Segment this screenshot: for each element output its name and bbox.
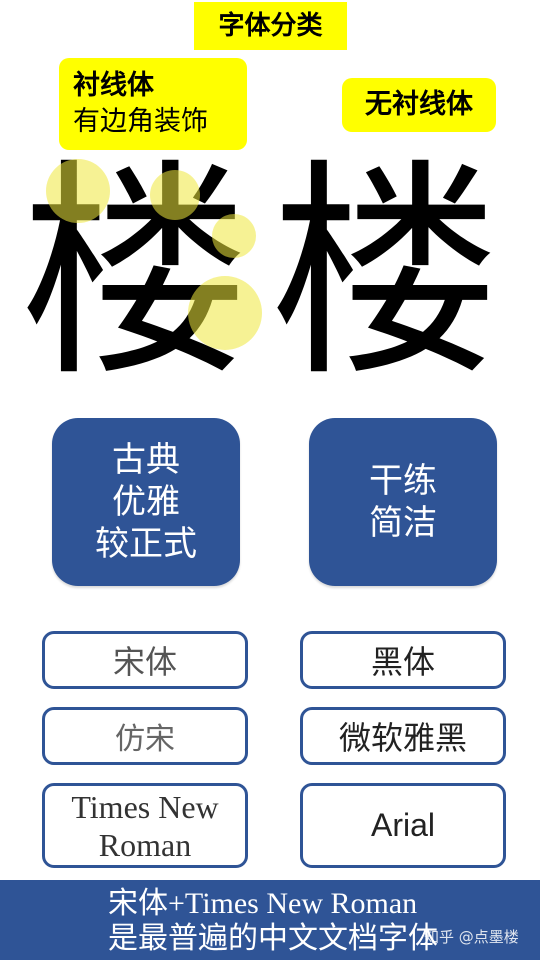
watermark: 知乎 @点墨楼 xyxy=(424,928,519,946)
serif-decoration-marker xyxy=(46,159,110,223)
sans-label-tag: 无衬线体 xyxy=(342,78,496,132)
font-name: 微软雅黑 xyxy=(338,719,467,757)
sans-traits-card: 干练 简洁 xyxy=(309,418,497,586)
font-name: 宋体 xyxy=(112,643,177,681)
serif-trait: 较正式 xyxy=(95,524,197,564)
font-name-line2: Roman xyxy=(98,826,192,863)
serif-label-title: 衬线体 xyxy=(73,70,154,101)
font-name: Arial xyxy=(370,807,435,843)
font-box-times-new-roman: Times New Roman xyxy=(42,783,248,868)
summary-line1: 宋体+Times New Roman xyxy=(108,887,418,920)
font-box-heiti: 黑体 xyxy=(300,631,506,689)
serif-decoration-marker xyxy=(212,214,256,258)
font-box-yahei: 微软雅黑 xyxy=(300,707,506,765)
font-box-fangsong: 仿宋 xyxy=(42,707,248,765)
font-name: 黑体 xyxy=(370,643,435,681)
font-box-arial: Arial xyxy=(300,783,506,868)
serif-trait: 优雅 xyxy=(112,482,180,522)
sans-trait: 简洁 xyxy=(369,503,437,543)
font-box-songti: 宋体 xyxy=(42,631,248,689)
summary-banner: 宋体+Times New Roman 是最普遍的中文文档字体 xyxy=(0,880,540,960)
serif-label-tag: 衬线体 有边角装饰 xyxy=(59,58,247,150)
font-name: 仿宋 xyxy=(115,722,175,757)
font-name-line1: Times New xyxy=(71,788,219,825)
summary-line2: 是最普遍的中文文档字体 xyxy=(108,922,438,955)
serif-label-desc: 有边角装饰 xyxy=(73,106,208,137)
page-title-tag: 字体分类 xyxy=(194,2,347,50)
serif-trait: 古典 xyxy=(112,440,180,480)
serif-decoration-marker xyxy=(150,170,200,220)
serif-decoration-marker xyxy=(188,276,262,350)
serif-traits-card: 古典 优雅 较正式 xyxy=(52,418,240,586)
sans-sample-character: 楼 xyxy=(270,141,501,408)
sans-trait: 干练 xyxy=(369,461,437,501)
